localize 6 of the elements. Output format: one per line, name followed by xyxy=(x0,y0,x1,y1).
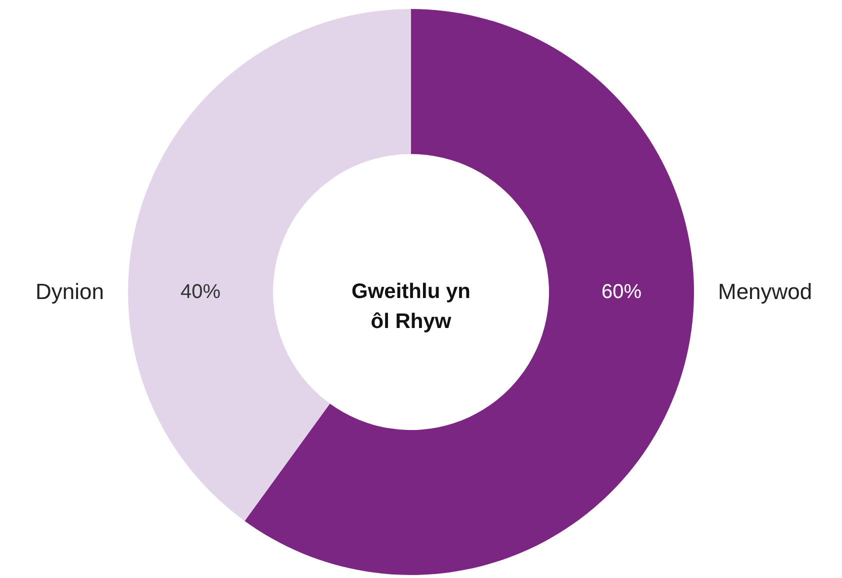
data-label: 60% xyxy=(601,281,642,303)
donut-slice xyxy=(244,9,694,575)
slice-label: Menywod xyxy=(718,279,812,304)
data-label: 40% xyxy=(180,281,221,303)
text: Gweithlu yn ôl Rhyw xyxy=(351,280,471,333)
slice-label: Dynion xyxy=(36,279,104,304)
